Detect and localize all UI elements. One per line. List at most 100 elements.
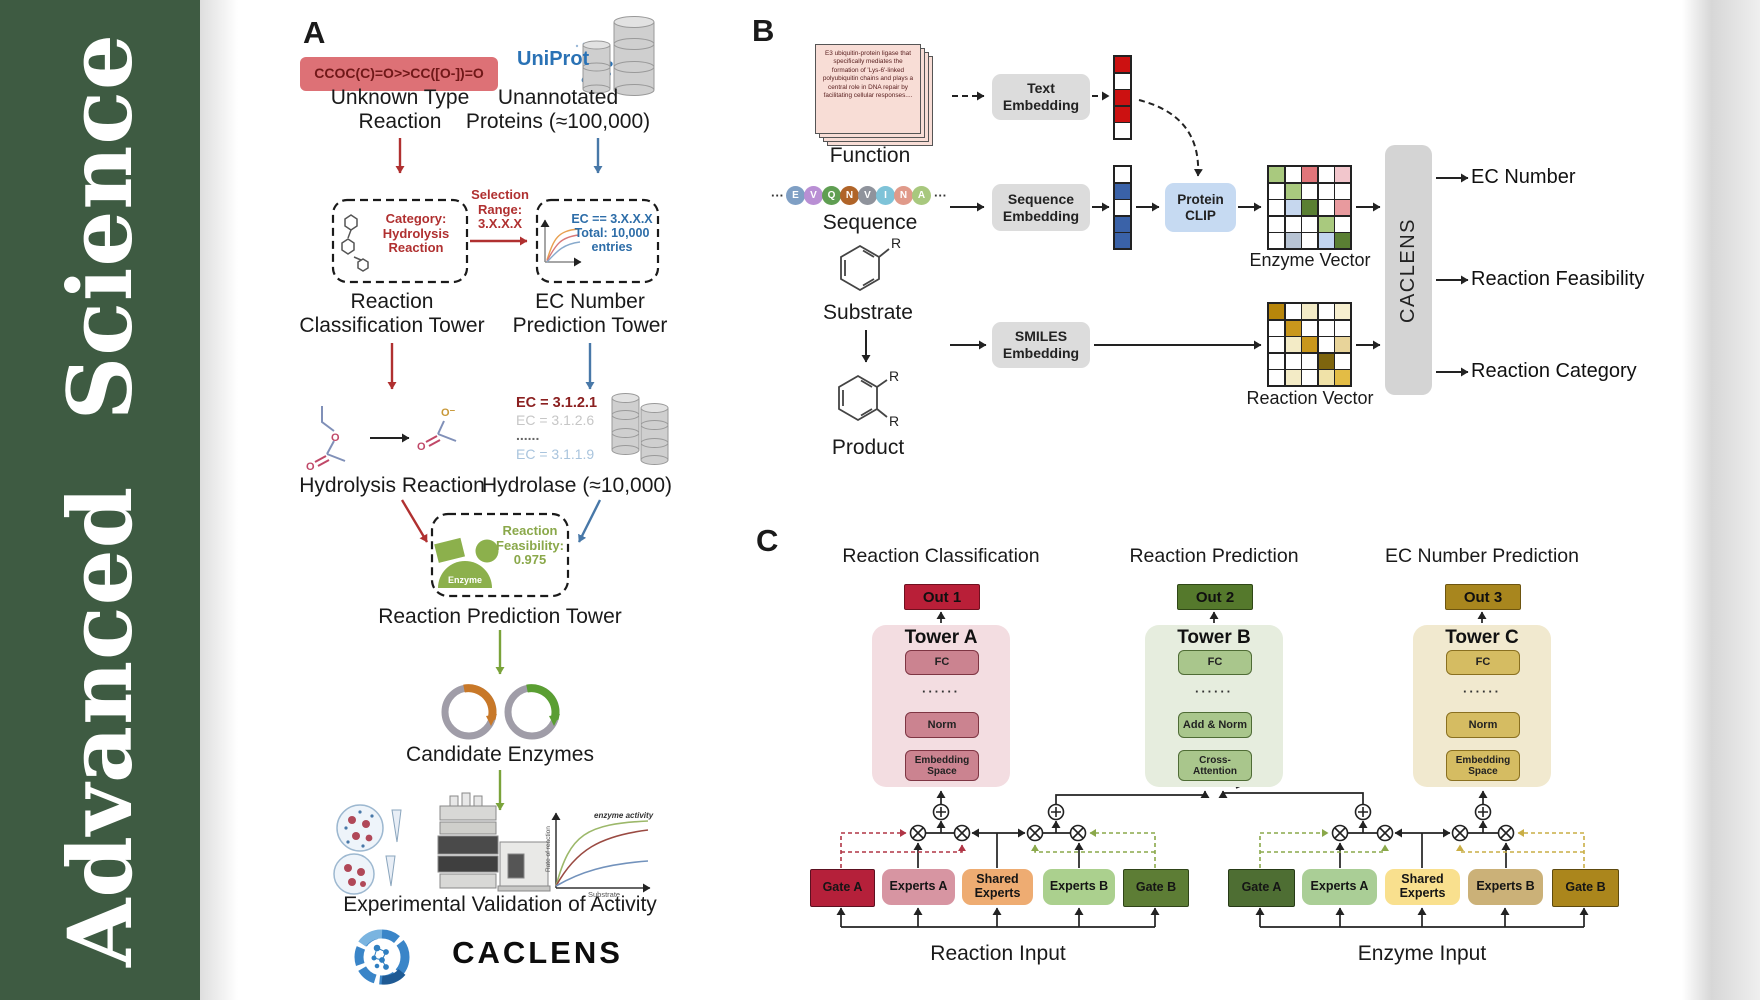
tower-c-fc-box: FC — [1446, 650, 1520, 675]
enzyme-blob-label: Enzyme — [448, 575, 482, 585]
plasmid-icons — [441, 684, 560, 740]
acetate-molecule-icon: O⁻ O — [417, 407, 457, 453]
ec-list-item: EC = 3.1.2.6 — [516, 412, 595, 428]
ester-molecule-icon: O O — [306, 406, 346, 473]
product-r1-label: R — [889, 368, 899, 384]
caclens-wordmark: CACLENS — [452, 935, 623, 970]
tower-c-embedding-space-box: Embedding Space — [1446, 750, 1520, 781]
tower-c-title: Tower C — [1445, 627, 1519, 648]
enzyme-vector-matrix — [1267, 165, 1352, 250]
output-reaction-category: Reaction Category — [1471, 360, 1637, 382]
enzyme-experts-b-box: Experts B — [1468, 869, 1543, 905]
enzyme-experts-a-box: Experts A — [1302, 869, 1377, 905]
hydrolase-label: Hydrolase (≈10,000) — [481, 474, 673, 497]
tower-a-norm-box: Norm — [905, 712, 979, 738]
ec-list-item: EC = 3.1.1.9 — [516, 446, 595, 462]
tower-a-fc-box: FC — [905, 650, 979, 675]
reaction-gate-a-box: Gate A — [810, 869, 875, 907]
sequence-ellipsis: ··· — [771, 188, 784, 203]
product-label: Product — [831, 436, 905, 459]
enzyme-gate-a-box: Gate A — [1228, 869, 1295, 907]
protein-clip-box: Protein CLIP — [1165, 183, 1236, 232]
tower-b-cross-attention-box: Cross- Attention — [1178, 750, 1252, 781]
selection-range-text: Selection Range: 3.X.X.X — [471, 187, 529, 232]
sequence-embedding-box: Sequence Embedding — [992, 184, 1090, 231]
column-title-reaction-prediction: Reaction Prediction — [1129, 545, 1299, 567]
journal-name: Advanced Science — [48, 33, 152, 967]
out3-box: Out 3 — [1445, 584, 1521, 610]
candidate-enzymes-label: Candidate Enzymes — [406, 743, 594, 766]
hplc-instrument-icon — [437, 792, 551, 892]
enzyme-vector-label: Enzyme Vector — [1249, 250, 1371, 270]
substrate-label: Substrate — [823, 301, 913, 324]
reaction-gate-b-box: Gate B — [1123, 869, 1189, 907]
reaction-experts-a-box: Experts A — [882, 869, 955, 905]
enzyme-input-label: Enzyme Input — [1357, 942, 1487, 965]
unknown-type-reaction-label: Unknown Type Reaction — [330, 86, 470, 133]
plot-ylabel: Rate of reaction — [545, 826, 552, 872]
smiles-embedding-box: SMILES Embedding — [992, 322, 1090, 368]
ec-number-prediction-tower-label: EC Number Prediction Tower — [512, 290, 668, 337]
page-curl-right — [1682, 0, 1760, 1000]
tower-b-fc-box: FC — [1178, 650, 1252, 675]
out2-box: Out 2 — [1177, 584, 1253, 610]
svg-text:O: O — [331, 432, 340, 444]
smiles-reaction-box: CCOC(C)=O>>CC([O-])=O — [300, 57, 498, 91]
sequence-embedding-vector — [1113, 165, 1132, 250]
enzyme-activity-plot: enzyme activity Rate of reaction Substra… — [545, 811, 654, 899]
tower-b-title: Tower B — [1177, 627, 1251, 648]
output-ec-number: EC Number — [1471, 166, 1576, 188]
caclens-model-label: CACLENS — [1397, 217, 1420, 323]
panel-b-label: B — [752, 13, 775, 48]
tower-a-embedding-space-box: Embedding Space — [905, 750, 979, 781]
substrate-r-label: R — [891, 235, 901, 251]
experimental-validation-label: Experimental Validation of Activity — [343, 893, 657, 916]
ec-criteria-text: EC == 3.X.X.X Total: 10,000 entries — [571, 212, 653, 254]
product-r2-label: R — [889, 413, 899, 429]
multiply-nodes — [909, 824, 1515, 842]
out1-box: Out 1 — [904, 584, 980, 610]
reaction-input-label: Reaction Input — [930, 942, 1066, 965]
ec-list-item: ...... — [516, 427, 540, 443]
sequence-label: Sequence — [822, 211, 918, 234]
caclens-model-box: CACLENS — [1385, 145, 1432, 395]
tower-c-norm-box: Norm — [1446, 712, 1520, 738]
plot-annotation: enzyme activity — [594, 811, 654, 820]
sequence-ellipsis: ··· — [934, 188, 947, 203]
unannotated-proteins-label: Unannotated Proteins (≈100,000) — [465, 86, 651, 133]
category-hydrolysis-text: Category: Hydrolysis Reaction — [382, 211, 450, 256]
product-molecule-icon: R R — [838, 368, 899, 429]
output-reaction-feasibility: Reaction Feasibility — [1471, 268, 1645, 290]
reaction-experts-b-box: Experts B — [1043, 869, 1115, 905]
svg-text:O: O — [417, 441, 426, 453]
svg-text:O: O — [306, 461, 315, 473]
tower-a-title: Tower A — [904, 627, 978, 648]
column-title-ec-number-prediction: EC Number Prediction — [1385, 545, 1579, 567]
caclens-logo-icon — [354, 929, 410, 985]
journal-sidebar: Advanced Science — [0, 0, 200, 1000]
cell-sample-icon — [333, 804, 402, 895]
reaction-shared-experts-box: Shared Experts — [962, 869, 1033, 905]
text-embedding-box: Text Embedding — [992, 74, 1090, 120]
reaction-classification-tower-label: Reaction Classification Tower — [299, 290, 485, 337]
substrate-molecule-icon: R — [840, 235, 901, 292]
enzyme-shared-experts-box: Shared Experts — [1385, 869, 1460, 905]
enzyme-blob-icon: Enzyme — [434, 537, 499, 588]
reaction-vector-label: Reaction Vector — [1246, 388, 1374, 408]
tower-b-dots: ······ — [1195, 684, 1233, 699]
text-embedding-vector — [1113, 55, 1132, 140]
uniprot-wordmark: UniProt — [517, 48, 590, 70]
hydrolase-database-icon — [611, 393, 669, 465]
enzyme-gate-b-box: Gate B — [1552, 869, 1619, 907]
tower-c-dots: ······ — [1463, 684, 1501, 699]
reaction-vector-matrix — [1267, 302, 1352, 387]
tower-a-dots: ······ — [922, 684, 960, 699]
hydrolysis-reaction-label: Hydrolysis Reaction — [299, 474, 485, 497]
reaction-prediction-tower-label: Reaction Prediction Tower — [378, 605, 622, 628]
molecule-scribble-icon — [341, 214, 369, 272]
panel-c-label: C — [756, 523, 779, 558]
sum-nodes — [932, 803, 1492, 821]
